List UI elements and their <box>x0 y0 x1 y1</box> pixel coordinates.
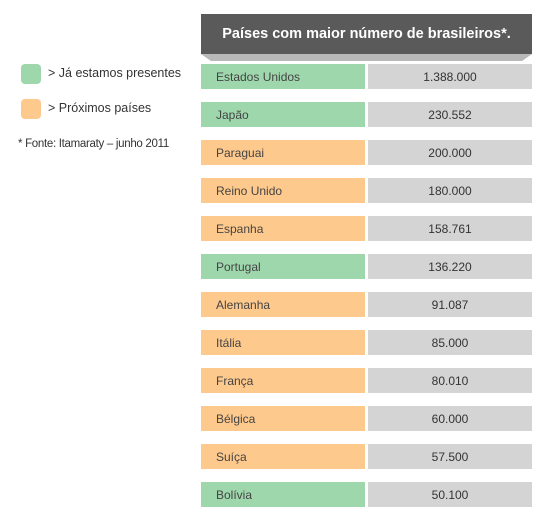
table-row: Alemanha 91.087 <box>201 292 532 317</box>
value-cell: 180.000 <box>368 178 532 203</box>
table-row: Itália 85.000 <box>201 330 532 355</box>
header-ribbon <box>201 54 532 61</box>
country-cell: Estados Unidos <box>201 64 365 89</box>
table-row: Bolívia 50.100 <box>201 482 532 507</box>
legend-label-upcoming: > Próximos países <box>48 101 152 115</box>
table-row: Japão 230.552 <box>201 102 532 127</box>
country-cell: Espanha <box>201 216 365 241</box>
value-cell: 230.552 <box>368 102 532 127</box>
country-cell: Suíça <box>201 444 365 469</box>
country-cell: Itália <box>201 330 365 355</box>
table-row: Portugal 136.220 <box>201 254 532 279</box>
value-cell: 1.388.000 <box>368 64 532 89</box>
table-title: Países com maior número de brasileiros*. <box>201 14 532 54</box>
country-cell: Portugal <box>201 254 365 279</box>
value-cell: 200.000 <box>368 140 532 165</box>
legend-item-upcoming: > Próximos países <box>21 99 211 121</box>
country-cell: Reino Unido <box>201 178 365 203</box>
table-row: Espanha 158.761 <box>201 216 532 241</box>
country-cell: Bélgica <box>201 406 365 431</box>
value-cell: 57.500 <box>368 444 532 469</box>
table-row: Bélgica 60.000 <box>201 406 532 431</box>
source-note: * Fonte: Itamaraty – junho 2011 <box>18 138 169 150</box>
country-cell: Alemanha <box>201 292 365 317</box>
table-row: Reino Unido 180.000 <box>201 178 532 203</box>
value-cell: 158.761 <box>368 216 532 241</box>
table-row: Paraguai 200.000 <box>201 140 532 165</box>
value-cell: 85.000 <box>368 330 532 355</box>
legend-item-present: > Já estamos presentes <box>21 64 211 86</box>
table-row: França 80.010 <box>201 368 532 393</box>
value-cell: 60.000 <box>368 406 532 431</box>
legend-swatch-upcoming <box>21 99 41 119</box>
value-cell: 50.100 <box>368 482 532 507</box>
country-cell: França <box>201 368 365 393</box>
country-cell: Bolívia <box>201 482 365 507</box>
country-cell: Japão <box>201 102 365 127</box>
value-cell: 136.220 <box>368 254 532 279</box>
legend-swatch-present <box>21 64 41 84</box>
value-cell: 80.010 <box>368 368 532 393</box>
value-cell: 91.087 <box>368 292 532 317</box>
legend-label-present: > Já estamos presentes <box>48 66 182 80</box>
table-row: Estados Unidos 1.388.000 <box>201 64 532 89</box>
country-cell: Paraguai <box>201 140 365 165</box>
table-row: Suíça 57.500 <box>201 444 532 469</box>
